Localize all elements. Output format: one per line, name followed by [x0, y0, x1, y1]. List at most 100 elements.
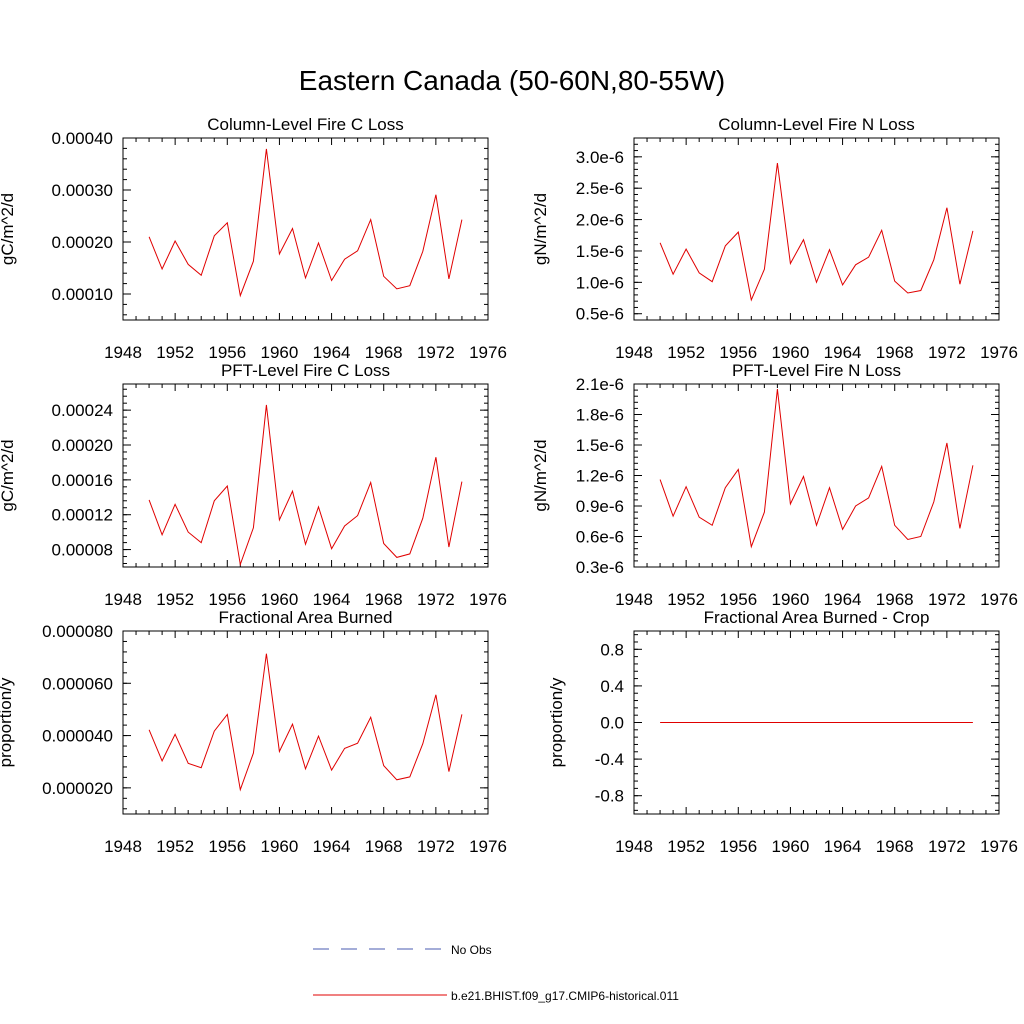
panel-title: Column-Level Fire N Loss	[718, 115, 915, 134]
x-tick-label: 1976	[980, 837, 1018, 856]
y-tick-label: 0.00008	[52, 541, 113, 560]
x-tick-label: 1960	[772, 590, 810, 609]
y-tick-label: 0.00030	[52, 181, 113, 200]
series-line	[659, 389, 974, 549]
x-tick-label: 1952	[667, 343, 705, 362]
y-tick-label: 3.0e-6	[576, 148, 624, 167]
x-tick-label: 1972	[417, 837, 455, 856]
y-tick-label: 0.00020	[52, 436, 113, 455]
x-tick-label: 1964	[824, 837, 862, 856]
series-line	[659, 163, 974, 302]
y-tick-label: 0.5e-6	[576, 305, 624, 324]
y-tick-label: 0.00016	[52, 471, 113, 490]
x-tick-label: 1952	[156, 837, 194, 856]
figure-title: Eastern Canada (50-60N,80-55W)	[299, 65, 725, 96]
y-axis-label: proportion/y	[547, 677, 566, 767]
x-tick-label: 1976	[469, 837, 507, 856]
y-tick-label: 0.000080	[42, 622, 113, 641]
y-axis-label: gC/m^2/d	[0, 193, 17, 265]
series-line	[148, 148, 463, 298]
y-axis-label: gN/m^2/d	[531, 439, 550, 511]
x-tick-label: 1956	[208, 837, 246, 856]
x-tick-label: 1948	[104, 343, 142, 362]
y-tick-label: 0.00020	[52, 233, 113, 252]
y-tick-label: 0.4	[600, 677, 624, 696]
y-tick-label: 1.2e-6	[576, 467, 624, 486]
y-tick-label: 0.3e-6	[576, 558, 624, 577]
y-tick-label: 2.1e-6	[576, 375, 624, 394]
plot-frame	[633, 383, 1000, 568]
x-tick-label: 1972	[928, 343, 966, 362]
x-tick-label: 1964	[313, 837, 351, 856]
plot-frame	[122, 137, 489, 321]
y-tick-label: 0.9e-6	[576, 497, 624, 516]
x-tick-label: 1956	[208, 590, 246, 609]
y-tick-label: 2.0e-6	[576, 211, 624, 230]
y-tick-label: 0.000020	[42, 779, 113, 798]
x-tick-label: 1976	[469, 343, 507, 362]
y-tick-label: 0.6e-6	[576, 528, 624, 547]
x-tick-label: 1972	[928, 590, 966, 609]
x-tick-label: 1968	[365, 343, 403, 362]
panel-title: Fractional Area Burned - Crop	[704, 608, 930, 627]
plot-frame	[633, 137, 1000, 321]
y-tick-label: 0.000040	[42, 727, 113, 746]
x-tick-label: 1948	[104, 590, 142, 609]
y-axis-label: proportion/y	[0, 677, 15, 767]
series-line	[148, 653, 463, 792]
x-tick-label: 1972	[928, 837, 966, 856]
x-tick-label: 1952	[667, 837, 705, 856]
panel-5: Fractional Area Burned proportion/y 1948 19…	[0, 608, 507, 856]
y-tick-label: 0.00024	[52, 401, 113, 420]
x-tick-label: 1952	[156, 590, 194, 609]
x-tick-label: 1960	[261, 837, 299, 856]
panel-6: Fractional Area Burned - Crop proportion/…	[547, 608, 1018, 856]
x-tick-label: 1976	[980, 590, 1018, 609]
x-tick-label: 1956	[719, 837, 757, 856]
y-tick-label: 0.00010	[52, 285, 113, 304]
panel-title: Column-Level Fire C Loss	[207, 115, 404, 134]
plot-frame	[122, 630, 489, 815]
x-tick-label: 1960	[772, 343, 810, 362]
panels: Column-Level Fire C Loss gC/m^2/d 1948 1952…	[0, 115, 1018, 856]
x-tick-label: 1960	[772, 837, 810, 856]
panel-title: PFT-Level Fire N Loss	[732, 361, 901, 380]
x-tick-label: 1968	[876, 343, 914, 362]
x-tick-label: 1948	[615, 343, 653, 362]
y-tick-label: 0.00040	[52, 129, 113, 148]
panel-3: PFT-Level Fire C Loss gC/m^2/d 1948 1952 195…	[0, 361, 507, 609]
x-tick-label: 1968	[876, 590, 914, 609]
x-tick-label: 1956	[208, 343, 246, 362]
panel-1: Column-Level Fire C Loss gC/m^2/d 1948 1952…	[0, 115, 507, 362]
y-tick-label: -0.8	[595, 787, 624, 806]
legend-no-obs-label: No Obs	[451, 943, 492, 957]
x-tick-label: 1968	[365, 837, 403, 856]
y-tick-label: 1.5e-6	[576, 436, 624, 455]
x-tick-label: 1968	[876, 837, 914, 856]
y-axis-label: gC/m^2/d	[0, 439, 17, 511]
y-tick-label: 0.00012	[52, 506, 113, 525]
x-tick-label: 1952	[667, 590, 705, 609]
plot-frame	[122, 383, 489, 568]
series-line	[148, 404, 463, 567]
x-tick-label: 1964	[824, 590, 862, 609]
y-tick-label: 2.5e-6	[576, 179, 624, 198]
panel-title: PFT-Level Fire C Loss	[221, 361, 390, 380]
panel-2: Column-Level Fire N Loss gN/m^2/d 1948 1952…	[531, 115, 1018, 362]
x-tick-label: 1972	[417, 590, 455, 609]
y-tick-label: 0.8	[600, 640, 624, 659]
y-tick-label: 1.0e-6	[576, 273, 624, 292]
x-tick-label: 1972	[417, 343, 455, 362]
y-axis-label: gN/m^2/d	[531, 193, 550, 265]
x-tick-label: 1948	[104, 837, 142, 856]
y-tick-label: 1.5e-6	[576, 242, 624, 261]
x-tick-label: 1976	[980, 343, 1018, 362]
legend: No Obs b.e21.BHIST.f09_g17.CMIP6-histori…	[313, 943, 679, 1003]
y-tick-label: 1.8e-6	[576, 406, 624, 425]
x-tick-label: 1956	[719, 343, 757, 362]
x-tick-label: 1964	[313, 343, 351, 362]
x-tick-label: 1948	[615, 837, 653, 856]
x-tick-label: 1952	[156, 343, 194, 362]
x-tick-label: 1968	[365, 590, 403, 609]
